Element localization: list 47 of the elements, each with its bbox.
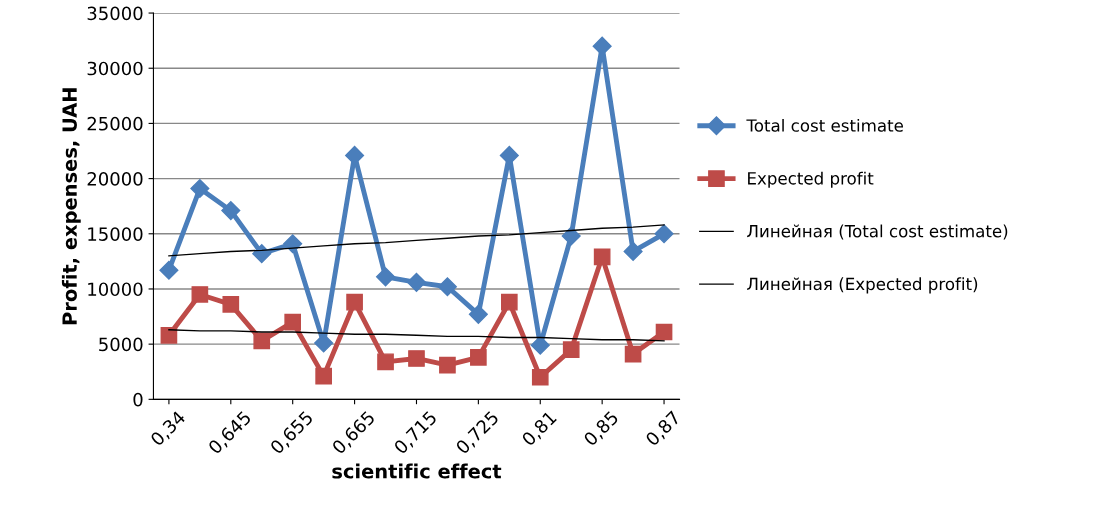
point: [562, 341, 580, 358]
point: [253, 332, 271, 350]
point: [623, 241, 643, 261]
point: [190, 178, 210, 199]
point: [561, 226, 581, 246]
point: [437, 277, 457, 297]
y-tick-label: 30000: [87, 61, 143, 76]
point: [624, 345, 642, 363]
y-axis-title: Profit, expenses, UAH: [61, 88, 81, 325]
point: [592, 36, 612, 56]
point: [654, 224, 674, 244]
point: [376, 267, 396, 287]
point: [408, 350, 425, 367]
point: [468, 304, 488, 324]
point: [221, 201, 241, 221]
y-tick-label: 5000: [99, 337, 143, 352]
point: [406, 272, 427, 292]
point: [252, 244, 272, 264]
point: [593, 248, 611, 266]
point: [377, 353, 394, 371]
point: [346, 293, 363, 311]
point: [159, 260, 179, 280]
y-tick-label: 0: [133, 392, 143, 407]
point: [222, 296, 240, 313]
point: [439, 356, 456, 374]
legend-label: Expected profit: [748, 171, 874, 188]
point: [160, 326, 178, 344]
legend-label: Total cost estimate: [746, 118, 903, 132]
legend-label: Линейная (Expected profit): [747, 277, 978, 294]
point: [470, 349, 487, 366]
point: [314, 333, 334, 353]
y-tick-label: 25000: [87, 116, 143, 131]
y-tick-label: 35000: [87, 6, 143, 21]
point: [655, 323, 673, 341]
point: [191, 286, 209, 303]
legend-label: Линейная (Total cost estimate): [747, 224, 1008, 240]
point: [345, 145, 365, 165]
y-tick-label: 15000: [88, 227, 143, 241]
y-tick-label: 20000: [87, 172, 143, 186]
point: [284, 313, 302, 331]
point: [499, 145, 519, 165]
point: [283, 234, 303, 254]
point: [500, 293, 518, 311]
point: [531, 368, 549, 386]
point: [315, 367, 332, 385]
x-axis-title: scientific effect: [332, 463, 502, 479]
y-tick-label: 10000: [88, 282, 143, 297]
